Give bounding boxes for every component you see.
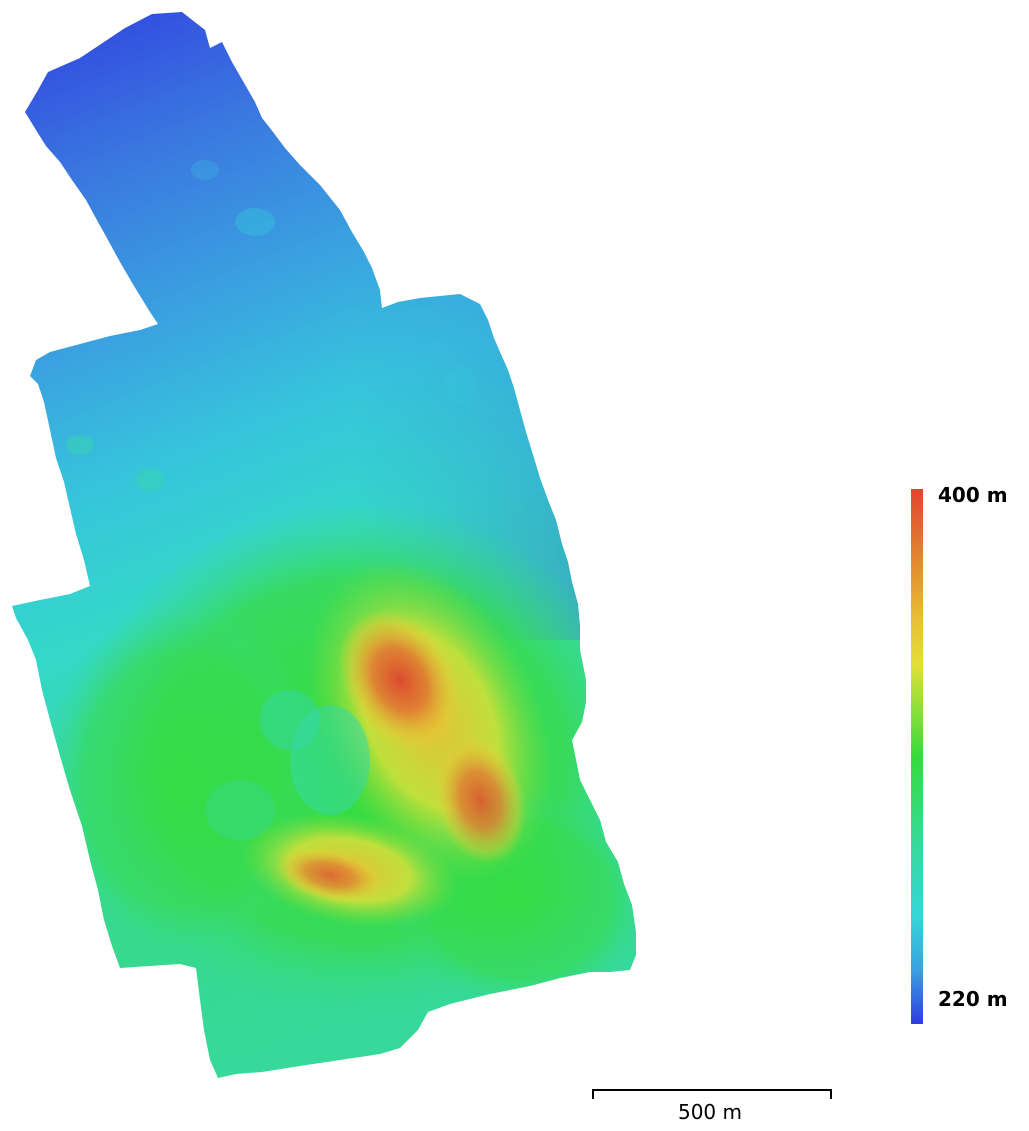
- legend-min-label: 220 m: [938, 987, 1008, 1011]
- survey-area: [12, 12, 636, 1078]
- elevation-legend-bar: [911, 489, 923, 1024]
- scale-bar: [592, 1089, 832, 1099]
- scale-bar-label: 500 m: [677, 1100, 742, 1124]
- legend-max-label: 400 m: [938, 483, 1008, 507]
